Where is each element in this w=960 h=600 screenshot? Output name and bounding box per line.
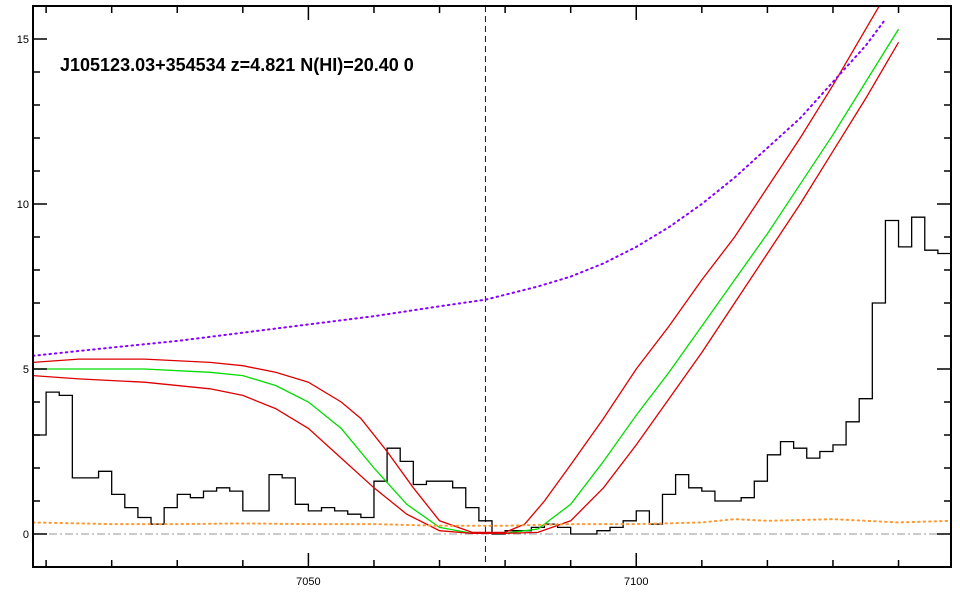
series-model-lower (33, 41, 900, 534)
chart-title: J105123.03+354534 z=4.821 N(HI)=20.40 0 (60, 55, 414, 75)
y-tick-label: 0 (23, 529, 29, 541)
series-flux (33, 210, 951, 535)
x-tick-label: 7050 (296, 576, 320, 588)
plot-frame (32, 5, 952, 568)
series-model-upper (33, 6, 881, 533)
series-error (33, 518, 951, 527)
y-tick-label: 5 (23, 364, 29, 376)
x-tick-label: 7100 (624, 576, 648, 588)
y-tick-label: 10 (17, 199, 29, 211)
series-continuum (33, 18, 887, 357)
y-tick-label: 15 (17, 34, 29, 46)
